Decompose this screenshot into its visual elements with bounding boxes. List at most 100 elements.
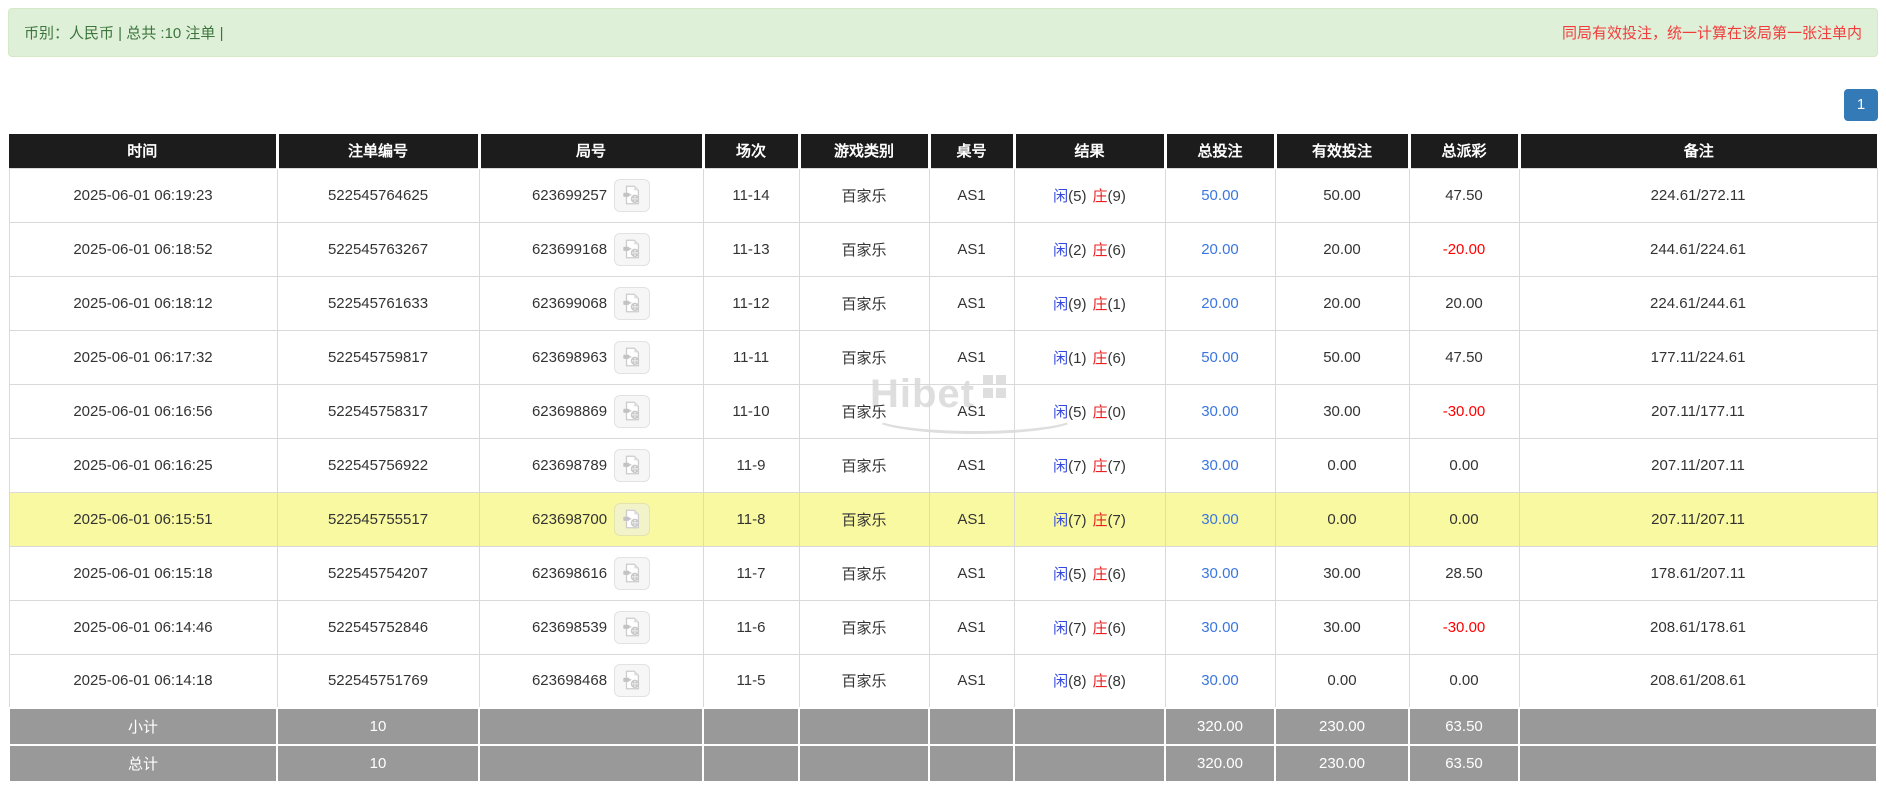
- cell-round-id: 623698700: [478, 491, 704, 547]
- banker-result-label: 庄: [1092, 187, 1108, 205]
- banker-result-score: (7): [1107, 511, 1126, 529]
- video-replay-button[interactable]: [614, 610, 651, 644]
- cell-session: 11-5: [702, 653, 800, 709]
- video-icon: [621, 239, 643, 264]
- cell-round-id: 623698616: [478, 545, 704, 601]
- cell-result: 闲(7) 庄(6): [1013, 599, 1166, 655]
- cell-remark: 207.11/177.11: [1518, 383, 1878, 439]
- table-body: 2025-06-01 06:19:23 522545764625 6236992…: [8, 167, 1878, 709]
- total-bet-link[interactable]: 30.00: [1201, 456, 1239, 474]
- cell-table-no: AS1: [928, 329, 1015, 385]
- cell-session: 11-11: [702, 329, 800, 385]
- video-icon: [621, 401, 643, 426]
- cell-table-no: AS1: [928, 599, 1015, 655]
- video-replay-button[interactable]: [614, 664, 651, 698]
- total-bet-link[interactable]: 20.00: [1201, 240, 1239, 258]
- cell-result: 闲(5) 庄(6): [1013, 545, 1166, 601]
- video-replay-button[interactable]: [614, 178, 651, 212]
- cell-result: 闲(5) 庄(9): [1013, 167, 1166, 223]
- video-replay-button[interactable]: [614, 394, 651, 428]
- cell-round-id: 623699257: [478, 167, 704, 223]
- grand-total-empty-table: [928, 744, 1015, 783]
- video-icon: [621, 563, 643, 588]
- table-row: 2025-06-01 06:14:46 522545752846 6236985…: [8, 599, 1878, 655]
- cell-game-type: 百家乐: [798, 383, 930, 439]
- total-bet-link[interactable]: 50.00: [1201, 348, 1239, 366]
- cell-bet-id: 522545759817: [276, 329, 480, 385]
- cell-valid-bet: 30.00: [1274, 383, 1410, 439]
- table-row: 2025-06-01 06:16:56 522545758317 6236988…: [8, 383, 1878, 439]
- video-replay-button[interactable]: [614, 502, 651, 536]
- bet-records-table: 时间 注单编号 局号 场次 游戏类别 桌号 结果 总投注 有效投注 总派彩 备注…: [8, 134, 1878, 783]
- subtotal-total-bet: 320.00: [1164, 707, 1276, 746]
- video-icon: [621, 617, 643, 642]
- player-result-score: (8): [1068, 673, 1087, 691]
- player-result-score: (7): [1068, 457, 1087, 475]
- player-result-label: 闲: [1053, 403, 1069, 421]
- banker-result-score: (9): [1107, 187, 1126, 205]
- col-header-session: 场次: [701, 134, 799, 168]
- video-replay-button[interactable]: [614, 286, 651, 320]
- subtotal-payout: 63.50: [1408, 707, 1520, 746]
- banker-result-score: (6): [1107, 241, 1126, 259]
- cell-round-id: 623698869: [478, 383, 704, 439]
- cell-session: 11-14: [702, 167, 800, 223]
- same-round-notice-text: 同局有效投注，统一计算在该局第一张注单内: [1561, 25, 1862, 42]
- video-replay-button[interactable]: [614, 556, 651, 590]
- cell-total-bet: 30.00: [1164, 599, 1276, 655]
- grand-total-empty-session: [702, 744, 800, 783]
- table-row: 2025-06-01 06:19:23 522545764625 6236992…: [8, 167, 1878, 223]
- player-result-label: 闲: [1053, 349, 1069, 367]
- grand-total-valid-bet: 230.00: [1274, 744, 1410, 783]
- table-footer: 小计 10 320.00 230.00 63.50 总计 10 320.00 2…: [8, 707, 1878, 783]
- video-replay-button[interactable]: [614, 340, 651, 374]
- total-bet-link[interactable]: 30.00: [1201, 672, 1239, 690]
- cell-round-id: 623699068: [478, 275, 704, 331]
- cell-game-type: 百家乐: [798, 221, 930, 277]
- subtotal-empty-table: [928, 707, 1015, 746]
- player-result-score: (5): [1068, 403, 1087, 421]
- cell-result: 闲(8) 庄(8): [1013, 653, 1166, 709]
- total-bet-link[interactable]: 30.00: [1201, 618, 1239, 636]
- cell-time: 2025-06-01 06:17:32: [8, 329, 278, 385]
- banker-result-score: (7): [1107, 457, 1126, 475]
- cell-payout: 20.00: [1408, 275, 1520, 331]
- grand-total-empty-result: [1013, 744, 1166, 783]
- page-1-button[interactable]: 1: [1844, 89, 1878, 121]
- cell-bet-id: 522545755517: [276, 491, 480, 547]
- cell-time: 2025-06-01 06:15:51: [8, 491, 278, 547]
- banker-result-label: 庄: [1092, 565, 1108, 583]
- cell-total-bet: 30.00: [1164, 491, 1276, 547]
- cell-time: 2025-06-01 06:16:56: [8, 383, 278, 439]
- cell-valid-bet: 50.00: [1274, 329, 1410, 385]
- video-replay-button[interactable]: [614, 448, 651, 482]
- grand-total-label: 总计: [8, 744, 278, 783]
- total-bet-link[interactable]: 30.00: [1201, 402, 1239, 420]
- banker-result-label: 庄: [1092, 673, 1108, 691]
- cell-bet-id: 522545758317: [276, 383, 480, 439]
- total-bet-link[interactable]: 20.00: [1201, 294, 1239, 312]
- cell-time: 2025-06-01 06:19:23: [8, 167, 278, 223]
- cell-bet-id: 522545763267: [276, 221, 480, 277]
- video-replay-button[interactable]: [614, 232, 651, 266]
- cell-remark: 244.61/224.61: [1518, 221, 1878, 277]
- total-bet-link[interactable]: 30.00: [1201, 510, 1239, 528]
- cell-round-id: 623698789: [478, 437, 704, 493]
- table-row: 2025-06-01 06:15:18 522545754207 6236986…: [8, 545, 1878, 601]
- table-header: 时间 注单编号 局号 场次 游戏类别 桌号 结果 总投注 有效投注 总派彩 备注: [9, 134, 1877, 168]
- col-header-bet-id: 注单编号: [275, 134, 479, 168]
- banker-result-score: (0): [1107, 403, 1126, 421]
- pagination: 1: [8, 89, 1878, 121]
- banker-result-label: 庄: [1092, 457, 1108, 475]
- total-bet-link[interactable]: 50.00: [1201, 186, 1239, 204]
- cell-total-bet: 20.00: [1164, 221, 1276, 277]
- cell-valid-bet: 50.00: [1274, 167, 1410, 223]
- total-bet-link[interactable]: 30.00: [1201, 564, 1239, 582]
- table-row: 2025-06-01 06:15:51 522545755517 6236987…: [8, 491, 1878, 547]
- banker-result-label: 庄: [1092, 295, 1108, 313]
- cell-result: 闲(1) 庄(6): [1013, 329, 1166, 385]
- banker-result-score: (6): [1107, 565, 1126, 583]
- cell-remark: 207.11/207.11: [1518, 491, 1878, 547]
- cell-game-type: 百家乐: [798, 491, 930, 547]
- col-header-valid-bet: 有效投注: [1273, 134, 1409, 168]
